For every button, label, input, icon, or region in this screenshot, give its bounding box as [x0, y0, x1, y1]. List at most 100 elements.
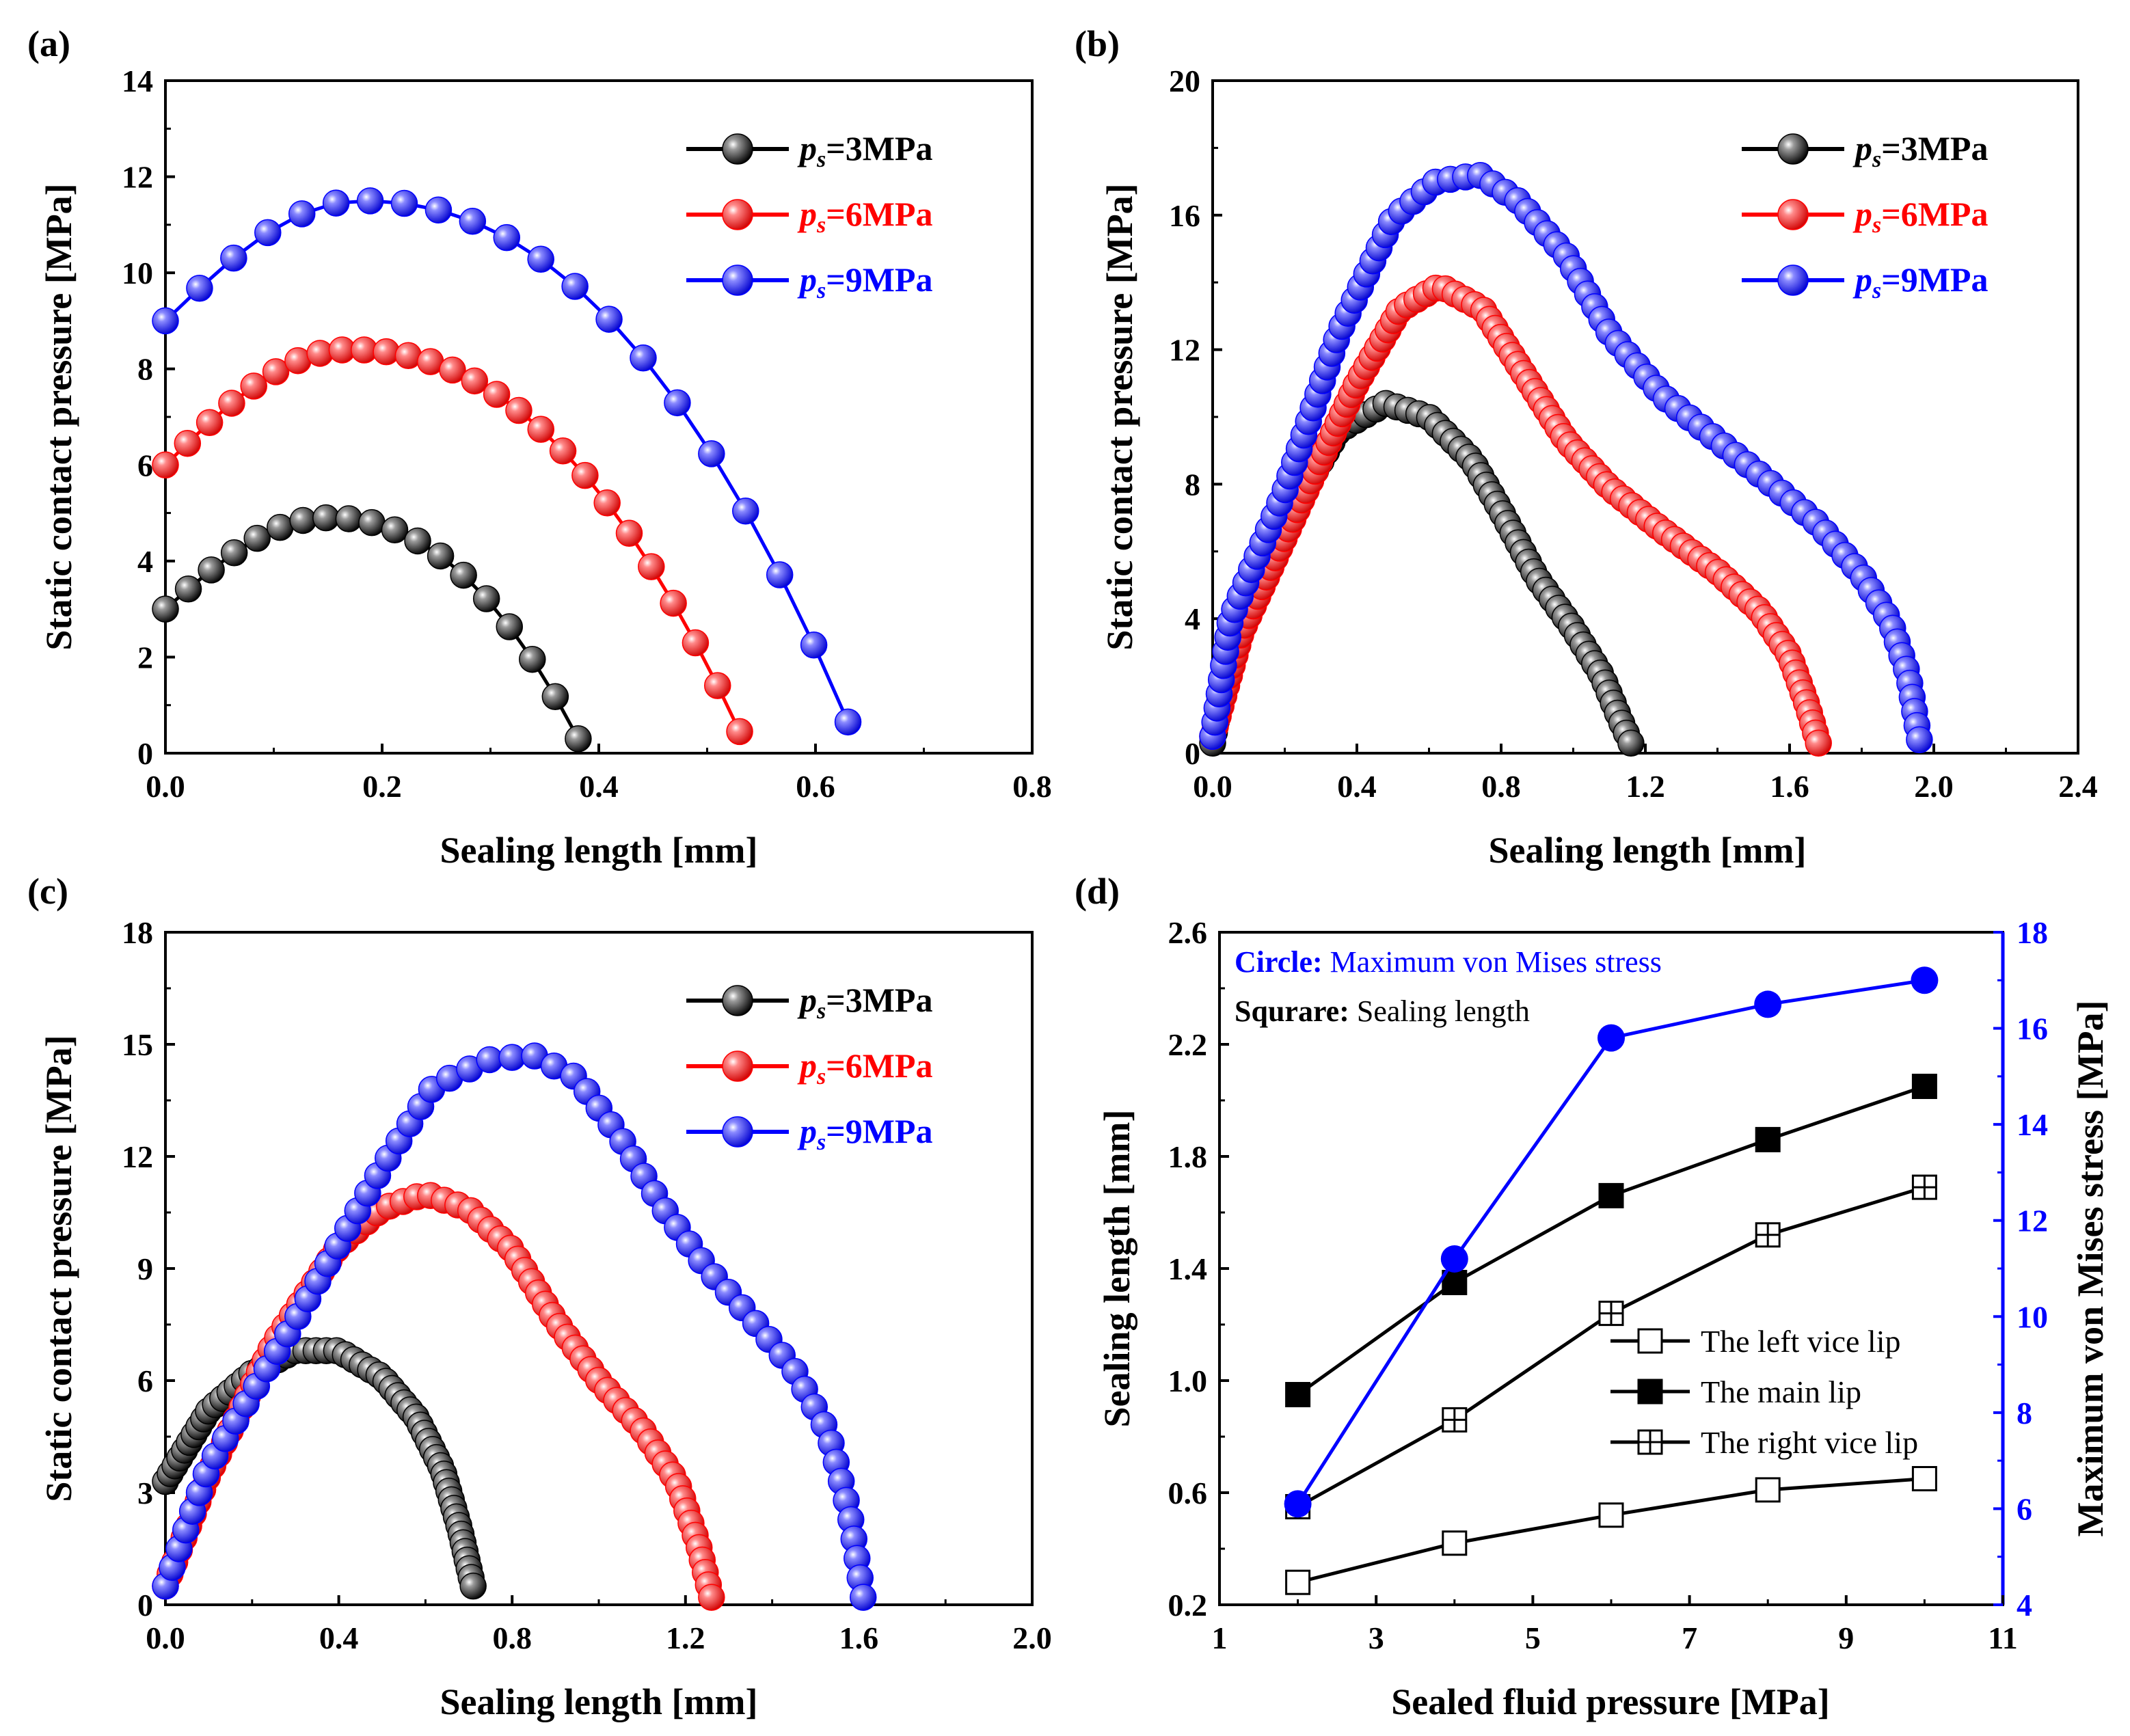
data-point-a: [288, 200, 316, 228]
x-axis-title-d: Sealed fluid pressure [MPa]: [1391, 1681, 1830, 1722]
note-square-label: Squrare:: [1235, 994, 1349, 1028]
data-point-a: [472, 585, 500, 612]
data-point-d: [1637, 1328, 1663, 1354]
legend-var-a: p: [797, 129, 817, 167]
legend-label-a: ps=6MPa: [797, 195, 932, 238]
data-point-a: [505, 396, 532, 424]
legend-b: ps =3MPa ps=6MPa ps=9MPa: [1742, 129, 1988, 303]
y-tick-label-a: 10: [122, 256, 153, 290]
data-point-a: [766, 561, 794, 588]
legend-sub-b: s: [1872, 278, 1881, 303]
data-point-d: [1911, 966, 1939, 994]
legend-label-c: ps=6MPa: [797, 1046, 932, 1089]
y-tick-label-b: 8: [1185, 467, 1200, 502]
x-tick-label-d: 11: [1988, 1620, 2017, 1655]
legend-sub-a: s: [816, 213, 826, 238]
x-tick-label-b: 0.0: [1193, 769, 1232, 804]
data-point-a: [726, 718, 753, 746]
y-tick-label-b: 20: [1169, 64, 1200, 98]
legend-marker-a: [722, 199, 753, 230]
legend-label-b: ps=9MPa: [1852, 260, 1988, 303]
legend-var-b: p: [1852, 260, 1872, 299]
legend-value-c: =3MPa: [826, 981, 932, 1019]
y-right-tick-label-d: 10: [2017, 1299, 2048, 1334]
y-tick-label-a: 6: [137, 448, 153, 483]
legend-value-a: =6MPa: [826, 195, 932, 233]
data-point-d: [1440, 1245, 1468, 1273]
y-tick-label-a: 14: [122, 64, 153, 98]
data-point-a: [459, 208, 487, 235]
series-group-a: [152, 187, 862, 752]
panel-label-d: (d): [1075, 871, 1120, 912]
legend-marker-c: [722, 1116, 753, 1148]
data-point-a: [527, 245, 554, 273]
data-point-c: [849, 1584, 877, 1611]
data-point-a: [335, 505, 363, 532]
legend-sub-c: s: [816, 1064, 826, 1089]
data-point-b: [1805, 729, 1832, 757]
legend-marker-a: [722, 133, 753, 165]
data-point-a: [220, 539, 248, 567]
data-point-a: [834, 708, 862, 736]
data-point-a: [254, 219, 282, 247]
legend-value-b: =9MPa: [1881, 260, 1988, 299]
data-point-a: [243, 524, 271, 552]
y-tick-label-c: 12: [122, 1139, 153, 1174]
y-tick-label-c: 6: [137, 1364, 153, 1398]
series-line-d: [1297, 1477, 1925, 1584]
x-tick-label-a: 0.4: [579, 769, 619, 804]
data-point-a: [220, 244, 247, 272]
data-point-a: [358, 508, 386, 537]
y-tick-label-b: 0: [1185, 736, 1200, 771]
data-point-d: [1911, 1074, 1937, 1099]
note-circle-text: Maximum von Mises stress: [1323, 945, 1662, 979]
legend-value-c: =9MPa: [826, 1112, 932, 1150]
x-axis-title-c: Sealing length [mm]: [440, 1681, 758, 1722]
data-point-a: [152, 307, 179, 335]
data-point-a: [541, 683, 569, 711]
x-tick-label-c: 0.8: [492, 1620, 532, 1655]
x-axis-title-a: Sealing length [mm]: [440, 830, 758, 871]
data-point-a: [240, 372, 267, 400]
data-point-a: [561, 273, 589, 300]
y-tick-label-a: 0: [137, 736, 153, 771]
legend-var-c: p: [797, 981, 817, 1019]
legend-var-c: p: [797, 1046, 817, 1085]
legend-value-b: =6MPa: [1881, 195, 1988, 233]
data-point-a: [186, 274, 213, 302]
panel-label-c: (c): [27, 871, 68, 912]
data-point-a: [800, 632, 828, 659]
legend-label-d: The main lip: [1701, 1374, 1861, 1409]
x-tick-label-b: 0.8: [1481, 769, 1521, 804]
x-tick-label-b: 0.4: [1337, 769, 1377, 804]
data-point-d: [1285, 1382, 1311, 1407]
y-tick-label-d: 2.2: [1168, 1027, 1208, 1062]
x-tick-label-b: 2.4: [2058, 769, 2098, 804]
data-point-a: [519, 645, 546, 673]
chart-panel-d: (d) 1 3 5 7 9 110.20.61.01.41.82.22.646810121…: [1075, 871, 2111, 1722]
y-tick-label-c: 9: [137, 1251, 153, 1286]
legend-sub-c: s: [816, 999, 826, 1024]
y-right-tick-label-d: 18: [2017, 915, 2048, 950]
legend-var-a: p: [797, 195, 817, 233]
axis-ticks-b: 0.0 0.4 0.8 1.2 1.6 2.0 2.4 0 4 8 12 16 20: [1169, 64, 2098, 804]
data-point-a: [630, 344, 657, 372]
data-point-a: [698, 440, 725, 467]
note-circle-label: Circle:: [1235, 945, 1323, 979]
data-point-d: [1598, 1024, 1625, 1052]
data-point-a: [381, 516, 409, 544]
data-point-d: [1284, 1490, 1312, 1518]
data-point-d: [1755, 1126, 1781, 1152]
legend-label-c: ps=9MPa: [797, 1112, 932, 1155]
y-tick-label-b: 16: [1169, 198, 1200, 233]
data-point-a: [152, 451, 179, 479]
x-tick-label-c: 1.6: [839, 1620, 879, 1655]
data-point-a: [218, 390, 245, 417]
legend-label-b: ps=6MPa: [1852, 195, 1988, 238]
axis-ticks-c: 0.0 0.4 0.8 1.2 1.6 2.0 0 3 6 9 12 15 18: [122, 915, 1052, 1655]
x-tick-label-a: 0.6: [796, 769, 835, 804]
legend-value-b: =3MPa: [1881, 129, 1988, 167]
y-right-tick-label-d: 6: [2017, 1491, 2032, 1526]
x-tick-label-b: 2.0: [1914, 769, 1954, 804]
